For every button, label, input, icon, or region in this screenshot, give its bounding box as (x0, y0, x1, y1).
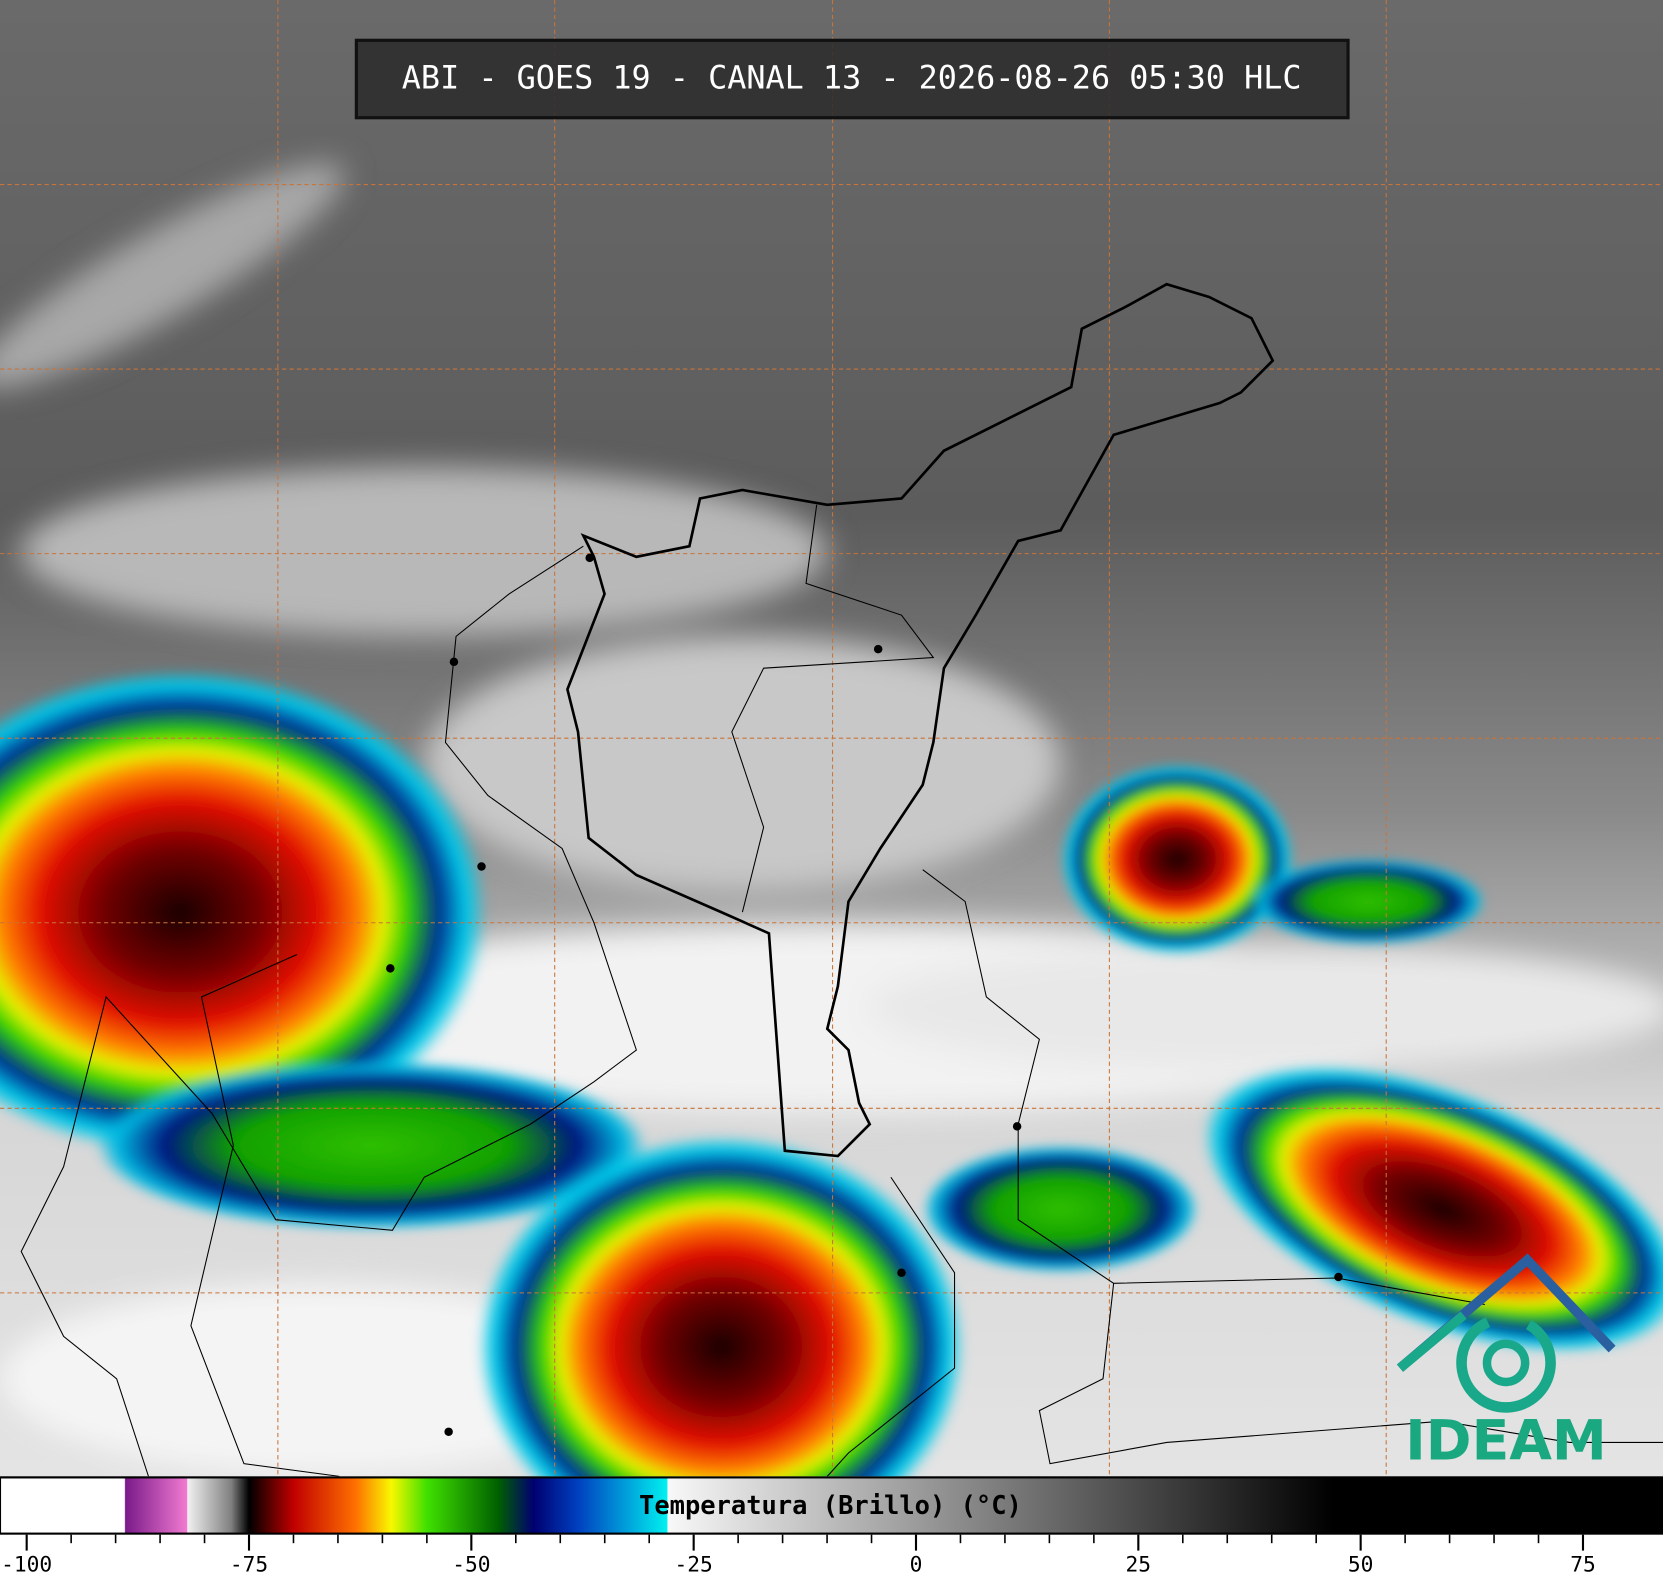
colorbar-axis: -100 -75 -50 -25 0 25 50 75 (1, 1534, 1596, 1577)
tick-label: 25 (1126, 1552, 1152, 1577)
colorbar-label: Temperatura (Brillo) (°C) (639, 1491, 1022, 1521)
tick-label: 50 (1348, 1552, 1374, 1577)
logo-text: IDEAM (1405, 1410, 1607, 1474)
cities (386, 553, 1343, 1437)
graticule (0, 0, 1663, 1477)
tick-label: -75 (230, 1552, 268, 1577)
colorbar (0, 1476, 1663, 1535)
tick-label: -50 (452, 1552, 490, 1577)
tick-label: 75 (1570, 1552, 1596, 1577)
tick-label: 0 (910, 1552, 923, 1577)
title: ABI - GOES 19 - CANAL 13 - 2026-08-26 05… (402, 59, 1302, 97)
logo: IDEAM (1396, 1253, 1616, 1474)
title-box (354, 38, 1350, 120)
clouds (0, 163, 1663, 1475)
storms (0, 668, 1663, 1560)
tick-label: -25 (675, 1552, 713, 1577)
tick-label: -100 (1, 1552, 52, 1577)
